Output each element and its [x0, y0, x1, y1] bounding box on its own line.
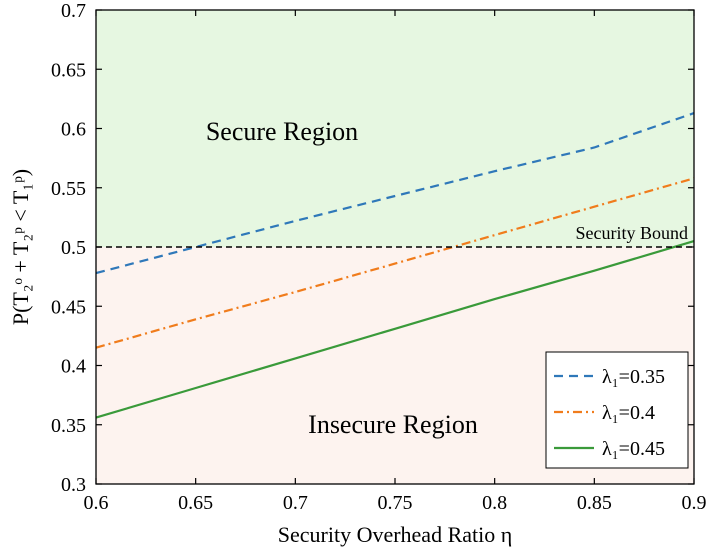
y-tick-labels: 0.3 0.35 0.4 0.45 0.5 0.55 0.6 0.65 0.7	[51, 0, 86, 496]
y-tick-label: 0.4	[61, 356, 86, 378]
series-line-2	[95, 240, 695, 419]
y-tick-label: 0.65	[51, 59, 86, 81]
y-tick-label: 0.3	[61, 474, 86, 496]
axes-layer	[95, 9, 695, 485]
y-tick-label: 0.7	[61, 0, 86, 22]
x-tick-labels: 0.6 0.65 0.7 0.75 0.8 0.85 0.9	[84, 492, 707, 514]
x-tick-label: 0.6	[84, 492, 109, 514]
legend: λ₁=0.35 λ₁=0.4 λ₁=0.45	[545, 351, 689, 469]
insecure-region-label: Insecure Region	[308, 410, 478, 439]
lines-layer	[95, 112, 695, 419]
security-bound-label: Security Bound	[576, 223, 689, 243]
x-tick-label: 0.9	[682, 492, 707, 514]
legend-label-0: λ₁=0.35	[602, 366, 665, 388]
secure-region-label: Secure Region	[206, 117, 358, 146]
y-tick-label: 0.35	[51, 415, 86, 437]
region-0	[96, 10, 694, 247]
y-axis-label: P(T₂ᵒ + T₂ᵖ < T₁ᵖ)	[8, 169, 33, 325]
x-tick-label: 0.65	[178, 492, 213, 514]
y-tick-label: 0.5	[61, 237, 86, 259]
x-tick-label: 0.7	[283, 492, 308, 514]
legend-label-2: λ₁=0.45	[602, 438, 665, 460]
series-line-1	[95, 177, 695, 349]
y-tick-label: 0.45	[51, 296, 86, 318]
x-tick-label: 0.85	[577, 492, 612, 514]
y-tick-label: 0.6	[61, 119, 86, 141]
series-line-0	[95, 112, 695, 275]
x-axis-label: Security Overhead Ratio η	[278, 522, 513, 547]
x-tick-label: 0.75	[378, 492, 413, 514]
legend-label-1: λ₁=0.4	[602, 402, 655, 424]
x-tick-label: 0.8	[482, 492, 507, 514]
y-tick-label: 0.55	[51, 178, 86, 200]
